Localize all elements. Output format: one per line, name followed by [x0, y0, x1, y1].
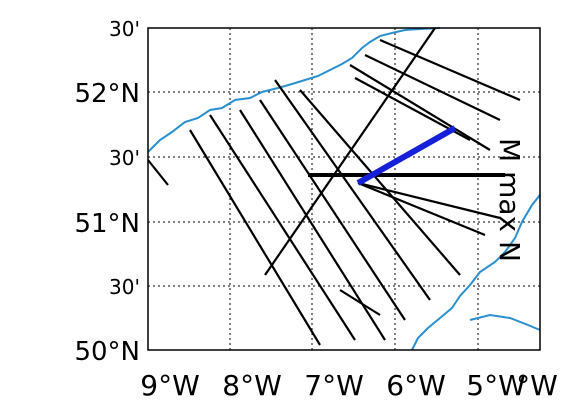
- y-tick-label: 50°N: [74, 337, 140, 367]
- track: [349, 64, 491, 151]
- grid: [148, 28, 540, 350]
- max-vector: [356, 125, 457, 186]
- track: [299, 89, 461, 276]
- x-tick-label: 5°W: [466, 369, 526, 402]
- y-tick-label: 52°N: [74, 79, 140, 109]
- track: [357, 181, 501, 220]
- x-tick-label: 9°W: [140, 369, 200, 402]
- y-tick-label: 30': [109, 146, 140, 170]
- plot-frame: [147, 27, 541, 351]
- coast-bit: [469, 313, 541, 331]
- x-tick-label: 8°W: [222, 369, 282, 402]
- track: [147, 159, 169, 186]
- track: [259, 99, 406, 321]
- y-tick-label: 30': [109, 275, 140, 299]
- x-tick-label: 7°W: [304, 369, 364, 402]
- track: [189, 129, 321, 346]
- track: [357, 181, 486, 237]
- track: [209, 114, 356, 341]
- y-tick-label: 30': [109, 17, 140, 41]
- coast-north: [147, 27, 441, 153]
- y-tick-label: 51°N: [74, 209, 140, 239]
- track: [339, 289, 381, 316]
- track: [364, 54, 501, 121]
- annotation: M max N: [493, 138, 526, 262]
- track: [274, 79, 431, 301]
- x-tick-label: °W: [516, 369, 558, 402]
- track: [379, 38, 521, 102]
- track: [239, 109, 386, 341]
- y-axis-labels: 30' 52°N 30' 51°N 30' 50°N: [74, 17, 140, 367]
- tracks: [147, 27, 521, 346]
- x-tick-label: 6°W: [386, 369, 446, 402]
- coastline: [147, 27, 541, 351]
- track: [264, 27, 436, 276]
- coast-south: [411, 194, 541, 351]
- x-axis-labels: 9°W 8°W 7°W 6°W 5°W °W: [140, 369, 558, 402]
